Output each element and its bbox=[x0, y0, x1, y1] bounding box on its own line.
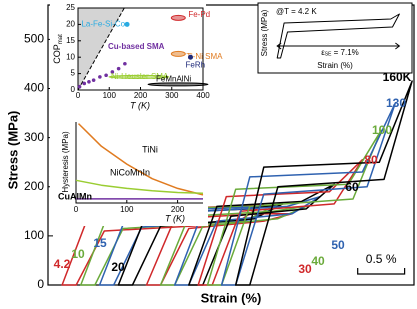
inset-box bbox=[257, 2, 413, 74]
x-axis-label: T (K) bbox=[130, 100, 150, 110]
y-axis-label-sub: mat bbox=[58, 34, 64, 44]
y-tick-label: 500 bbox=[24, 32, 44, 46]
y-tick-label: 300 bbox=[24, 130, 44, 144]
region-label: FeMnAlNi bbox=[156, 75, 191, 84]
region-label: Ni-Heusler SMA bbox=[111, 72, 169, 81]
x-tick-label: 100 bbox=[103, 91, 117, 100]
series-label: 50 bbox=[331, 238, 345, 252]
y-tick-label: 20 bbox=[66, 20, 75, 29]
series-label: TiNi bbox=[142, 144, 158, 154]
y-tick-label: 400 bbox=[24, 81, 44, 95]
data-point bbox=[87, 80, 91, 84]
series-label: 10 bbox=[71, 247, 85, 261]
strain-symbol: ε bbox=[321, 48, 325, 57]
inset-box bbox=[50, 3, 206, 112]
x-tick-label: 300 bbox=[165, 91, 179, 100]
strain-arrow bbox=[276, 42, 401, 50]
series-label: 4.2 bbox=[54, 257, 71, 271]
series-label: 15 bbox=[93, 236, 107, 250]
region bbox=[170, 14, 186, 21]
y-tick-label: 200 bbox=[24, 179, 44, 193]
scale-bar-label: 0.5 % bbox=[366, 252, 397, 266]
data-point bbox=[98, 75, 102, 79]
region bbox=[170, 50, 186, 57]
point-label: FeRh bbox=[186, 60, 206, 69]
point bbox=[188, 54, 193, 60]
y-tick-label: 25 bbox=[66, 3, 75, 12]
carnot-region bbox=[78, 8, 125, 90]
data-point bbox=[110, 70, 115, 74]
x-tick-label: 0 bbox=[76, 91, 81, 100]
x-tick-label: 100 bbox=[120, 205, 134, 214]
point bbox=[124, 21, 130, 27]
strain-label: εSE = 7.1% bbox=[321, 48, 359, 58]
region-label: Ti-Ni SMA bbox=[186, 52, 223, 61]
data-point bbox=[104, 73, 108, 78]
y-tick-label: 100 bbox=[24, 228, 44, 242]
series-label: CuAlMn bbox=[58, 191, 92, 201]
region bbox=[147, 82, 209, 87]
region bbox=[108, 74, 170, 79]
y-tick-label: 10 bbox=[66, 52, 75, 61]
y-tick-label: 0 bbox=[37, 277, 44, 291]
point-label: La-Fe-Si-Co bbox=[81, 20, 125, 29]
series-label: 40 bbox=[311, 254, 325, 268]
annotation: @T = 4.2 K bbox=[276, 7, 317, 16]
x-tick-label: 400 bbox=[196, 91, 210, 100]
y-axis-label: Stress (MPa) bbox=[5, 111, 20, 190]
x-tick-label: 0 bbox=[74, 205, 79, 214]
data-point bbox=[91, 78, 96, 82]
series-line bbox=[206, 129, 382, 286]
series-label: 130 bbox=[386, 96, 406, 110]
data-point bbox=[116, 66, 121, 71]
series-line bbox=[77, 123, 204, 196]
series-label: Cu-based SMA bbox=[108, 42, 165, 51]
series-label: NiCoMnIn bbox=[110, 167, 150, 177]
region-label: Fe-Pd bbox=[188, 10, 210, 19]
y-axis-label: Hysteresis (MPa) bbox=[61, 131, 70, 193]
series-label: 100 bbox=[372, 123, 392, 137]
data-point bbox=[77, 84, 82, 89]
strain-sub: SE bbox=[325, 52, 332, 58]
y-axis-label-main: COP bbox=[52, 44, 62, 64]
series-label: 60 bbox=[345, 180, 359, 194]
strain-text: = 7.1% bbox=[331, 48, 358, 57]
series-line bbox=[234, 80, 413, 286]
data-point bbox=[82, 81, 87, 86]
y-tick-label: 0 bbox=[71, 85, 76, 94]
series-label: 80 bbox=[364, 153, 378, 167]
series-line bbox=[276, 13, 400, 59]
y-tick-label: 5 bbox=[71, 69, 76, 78]
series-line bbox=[220, 102, 396, 286]
y-axis-label: Stress (MPa) bbox=[260, 9, 269, 56]
x-axis-label: Strain (%) bbox=[201, 290, 262, 305]
y-tick-label: 15 bbox=[66, 36, 75, 45]
x-tick-label: 200 bbox=[171, 205, 185, 214]
limit-line bbox=[77, 7, 125, 91]
x-axis-label: Strain (%) bbox=[317, 61, 353, 70]
series-label: 20 bbox=[111, 260, 125, 274]
x-tick-label: 200 bbox=[134, 91, 148, 100]
series-line bbox=[173, 195, 321, 286]
series-label: 160K bbox=[383, 70, 412, 84]
scale-bar bbox=[357, 268, 406, 275]
x-axis-label: T (K) bbox=[165, 213, 185, 223]
data-point bbox=[123, 61, 127, 66]
series-line bbox=[75, 179, 204, 195]
series-label: 30 bbox=[298, 262, 312, 276]
y-axis-label: COPmat bbox=[52, 34, 63, 64]
